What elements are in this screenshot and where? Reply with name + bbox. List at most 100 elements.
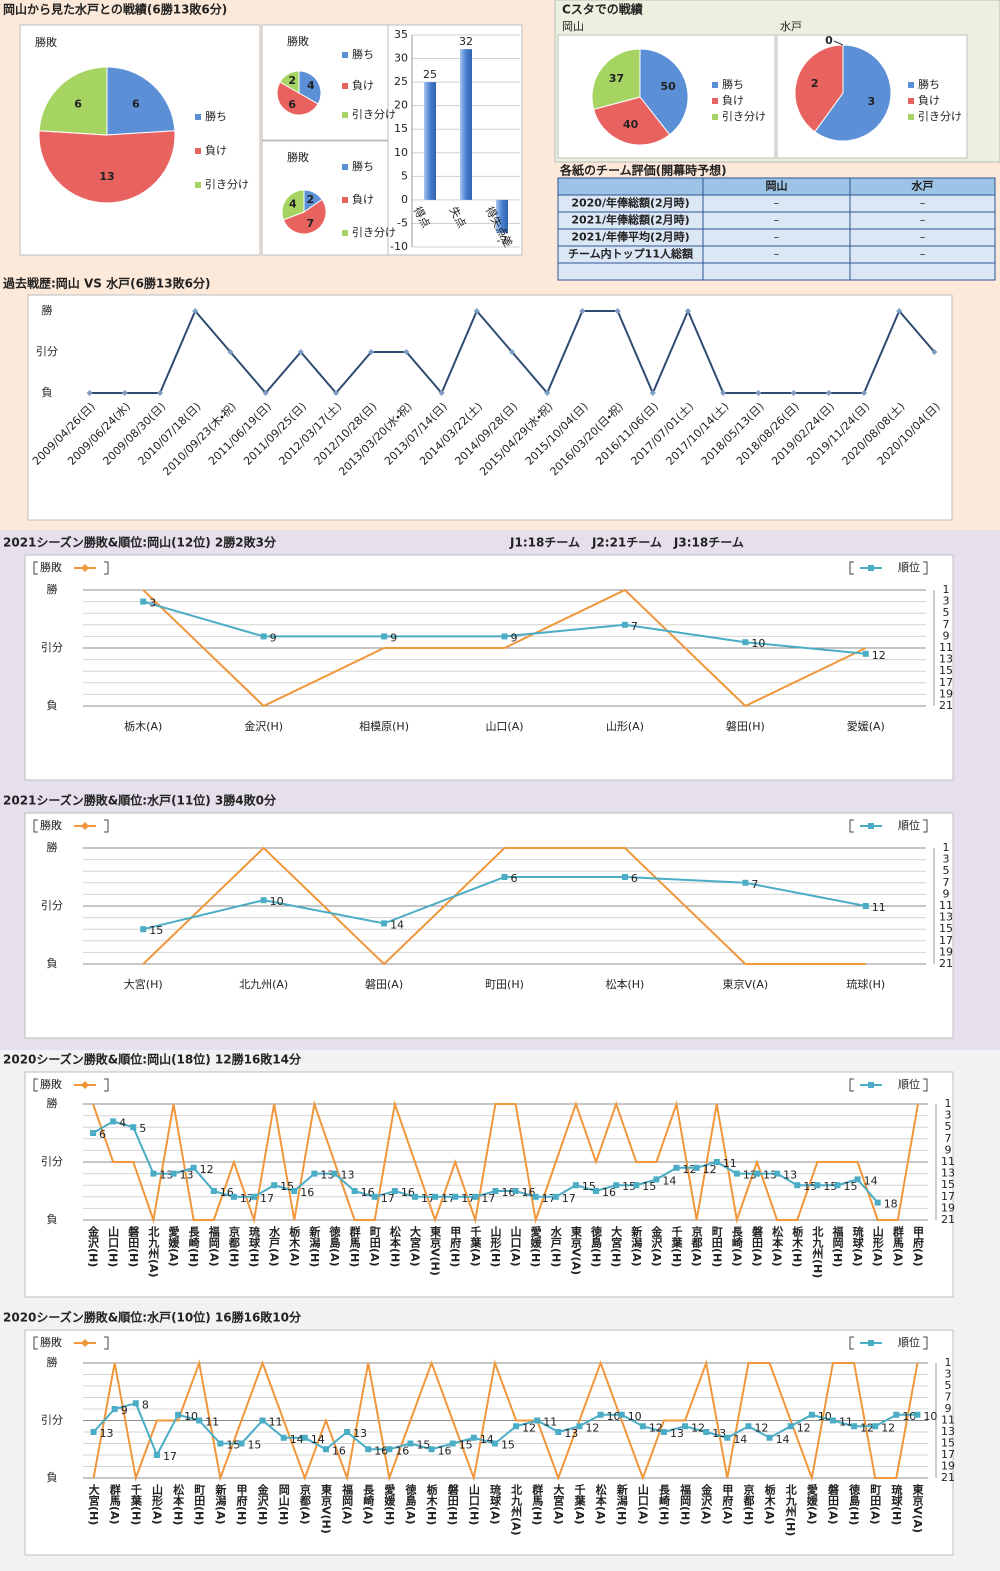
pie-slice bbox=[276, 81, 319, 116]
rank-label: 9 bbox=[511, 631, 518, 644]
rank-marker bbox=[344, 1429, 351, 1435]
rank-label: 16 bbox=[602, 1186, 616, 1199]
legend-label: 勝ち bbox=[352, 159, 374, 173]
y-tick-label: 勝 bbox=[47, 1096, 58, 1110]
rank-label: 14 bbox=[733, 1433, 747, 1446]
legend-bracket bbox=[849, 1078, 854, 1092]
rank-label: 12 bbox=[200, 1163, 214, 1176]
rank-label: 16 bbox=[522, 1186, 536, 1199]
y2-tick-label: 7 bbox=[945, 1132, 952, 1145]
rank-marker bbox=[851, 1423, 858, 1430]
chart-title: 2021シーズン勝敗&順位:岡山(12位) 2勝2敗3分 bbox=[3, 535, 277, 550]
rank-label: 10 bbox=[902, 1410, 916, 1423]
rank-label: 15 bbox=[843, 1180, 857, 1193]
x-tick-label: 磐田(A) bbox=[365, 978, 403, 991]
legend-bracket bbox=[104, 1078, 109, 1092]
legend-marker bbox=[81, 564, 89, 572]
x-tick-label: 千葉(A) bbox=[573, 1483, 587, 1525]
y-tick-label: 負 bbox=[47, 957, 58, 970]
rank-label: 10 bbox=[607, 1410, 621, 1423]
x-tick-label: 北九州(A) bbox=[239, 978, 288, 991]
rank-label: 11 bbox=[723, 1157, 737, 1170]
rank-marker bbox=[428, 1446, 435, 1453]
bar bbox=[496, 199, 508, 233]
rank-marker bbox=[259, 1417, 266, 1424]
y-tick-label: 10 bbox=[394, 146, 408, 159]
rank-marker bbox=[381, 920, 388, 927]
x-tick-label: 町田(A) bbox=[368, 1226, 381, 1267]
bar-value-label: 25 bbox=[423, 68, 437, 81]
point-marker bbox=[755, 390, 762, 396]
rank-label: 17 bbox=[441, 1192, 455, 1205]
rank-marker bbox=[311, 1170, 318, 1177]
rank-label: 13 bbox=[340, 1169, 354, 1182]
rank-label: 16 bbox=[332, 1444, 346, 1457]
panel bbox=[261, 140, 389, 256]
y-tick-label: 引分 bbox=[41, 1154, 63, 1168]
point-marker bbox=[438, 390, 445, 396]
rank-marker bbox=[872, 1423, 879, 1430]
rank-label: 12 bbox=[703, 1163, 717, 1176]
rank-marker bbox=[660, 1429, 667, 1435]
legend-label: 引き分け bbox=[352, 225, 396, 239]
y-tick-label: 15 bbox=[394, 122, 408, 135]
rank-marker bbox=[834, 1182, 841, 1189]
pie-label: 6 bbox=[132, 97, 140, 110]
panel bbox=[24, 554, 954, 781]
rank-label: 11 bbox=[205, 1416, 219, 1429]
y2-tick-label: 17 bbox=[939, 934, 953, 947]
rank-label: 13 bbox=[180, 1169, 194, 1182]
x-tick-label: 東京V(A) bbox=[911, 1483, 924, 1533]
rank-marker bbox=[260, 633, 267, 640]
x-tick-label: 大宮(H) bbox=[124, 977, 163, 991]
rank-label: 13 bbox=[763, 1169, 777, 1182]
y2-tick-label: 15 bbox=[939, 664, 953, 677]
table-cell: – bbox=[920, 231, 926, 244]
legend-label: 負け bbox=[205, 144, 227, 157]
rank-label: 12 bbox=[872, 649, 886, 662]
rank-marker bbox=[874, 1199, 881, 1206]
y-tick-label: 勝 bbox=[47, 840, 58, 854]
bar bbox=[460, 49, 472, 200]
x-tick-label: 山口(A) bbox=[485, 720, 523, 733]
rank-marker bbox=[472, 1193, 479, 1200]
x-tick-label: 琉球(H) bbox=[248, 1225, 261, 1268]
legend-marker bbox=[81, 1081, 89, 1089]
rank-label: 16 bbox=[361, 1186, 375, 1199]
y2-tick-label: 1 bbox=[945, 1356, 952, 1369]
section-title: 岡山から見た水戸との戦績(6勝13敗6分) bbox=[3, 2, 227, 17]
rank-marker bbox=[301, 1434, 308, 1441]
x-tick-label: 千葉(A) bbox=[469, 1225, 483, 1267]
chart-title: 2020シーズン勝敗&順位:水戸(10位) 16勝16敗10分 bbox=[3, 1310, 302, 1325]
rank-marker bbox=[745, 1423, 752, 1430]
rank-marker bbox=[381, 633, 388, 640]
rank-label: 12 bbox=[691, 1421, 705, 1434]
x-tick-label: 磐田(H) bbox=[726, 720, 765, 733]
x-tick-label: 東京V(A) bbox=[569, 1225, 582, 1275]
y2-tick-label: 3 bbox=[943, 595, 950, 608]
legend-swatch bbox=[908, 82, 914, 88]
rank-marker bbox=[217, 1440, 224, 1447]
x-tick-label: 愛媛(A) bbox=[847, 720, 885, 733]
legend-bracket bbox=[923, 1078, 928, 1092]
rank-label: 15 bbox=[642, 1180, 656, 1193]
series-line bbox=[92, 1402, 918, 1458]
x-tick-label: 町田(H) bbox=[193, 1484, 206, 1526]
rank-marker bbox=[492, 1188, 499, 1194]
rank-marker bbox=[238, 1440, 245, 1447]
legend-label: 負け bbox=[352, 79, 374, 92]
point-marker bbox=[790, 390, 797, 396]
x-tick-label: 長崎(H) bbox=[187, 1226, 200, 1268]
rank-marker bbox=[534, 1417, 541, 1424]
rank-marker bbox=[365, 1446, 372, 1453]
pie-title: 岡山 bbox=[562, 20, 584, 33]
x-tick-label: 町田(H) bbox=[485, 978, 524, 991]
pie-slice bbox=[106, 66, 176, 136]
pie-slice bbox=[814, 44, 892, 142]
rank-label: 15 bbox=[459, 1439, 473, 1452]
y2-tick-label: 11 bbox=[941, 1155, 955, 1168]
rank-marker bbox=[794, 1182, 801, 1189]
pie-slice bbox=[639, 48, 689, 136]
rank-label: 12 bbox=[860, 1421, 874, 1434]
rank-label: 14 bbox=[480, 1433, 494, 1446]
